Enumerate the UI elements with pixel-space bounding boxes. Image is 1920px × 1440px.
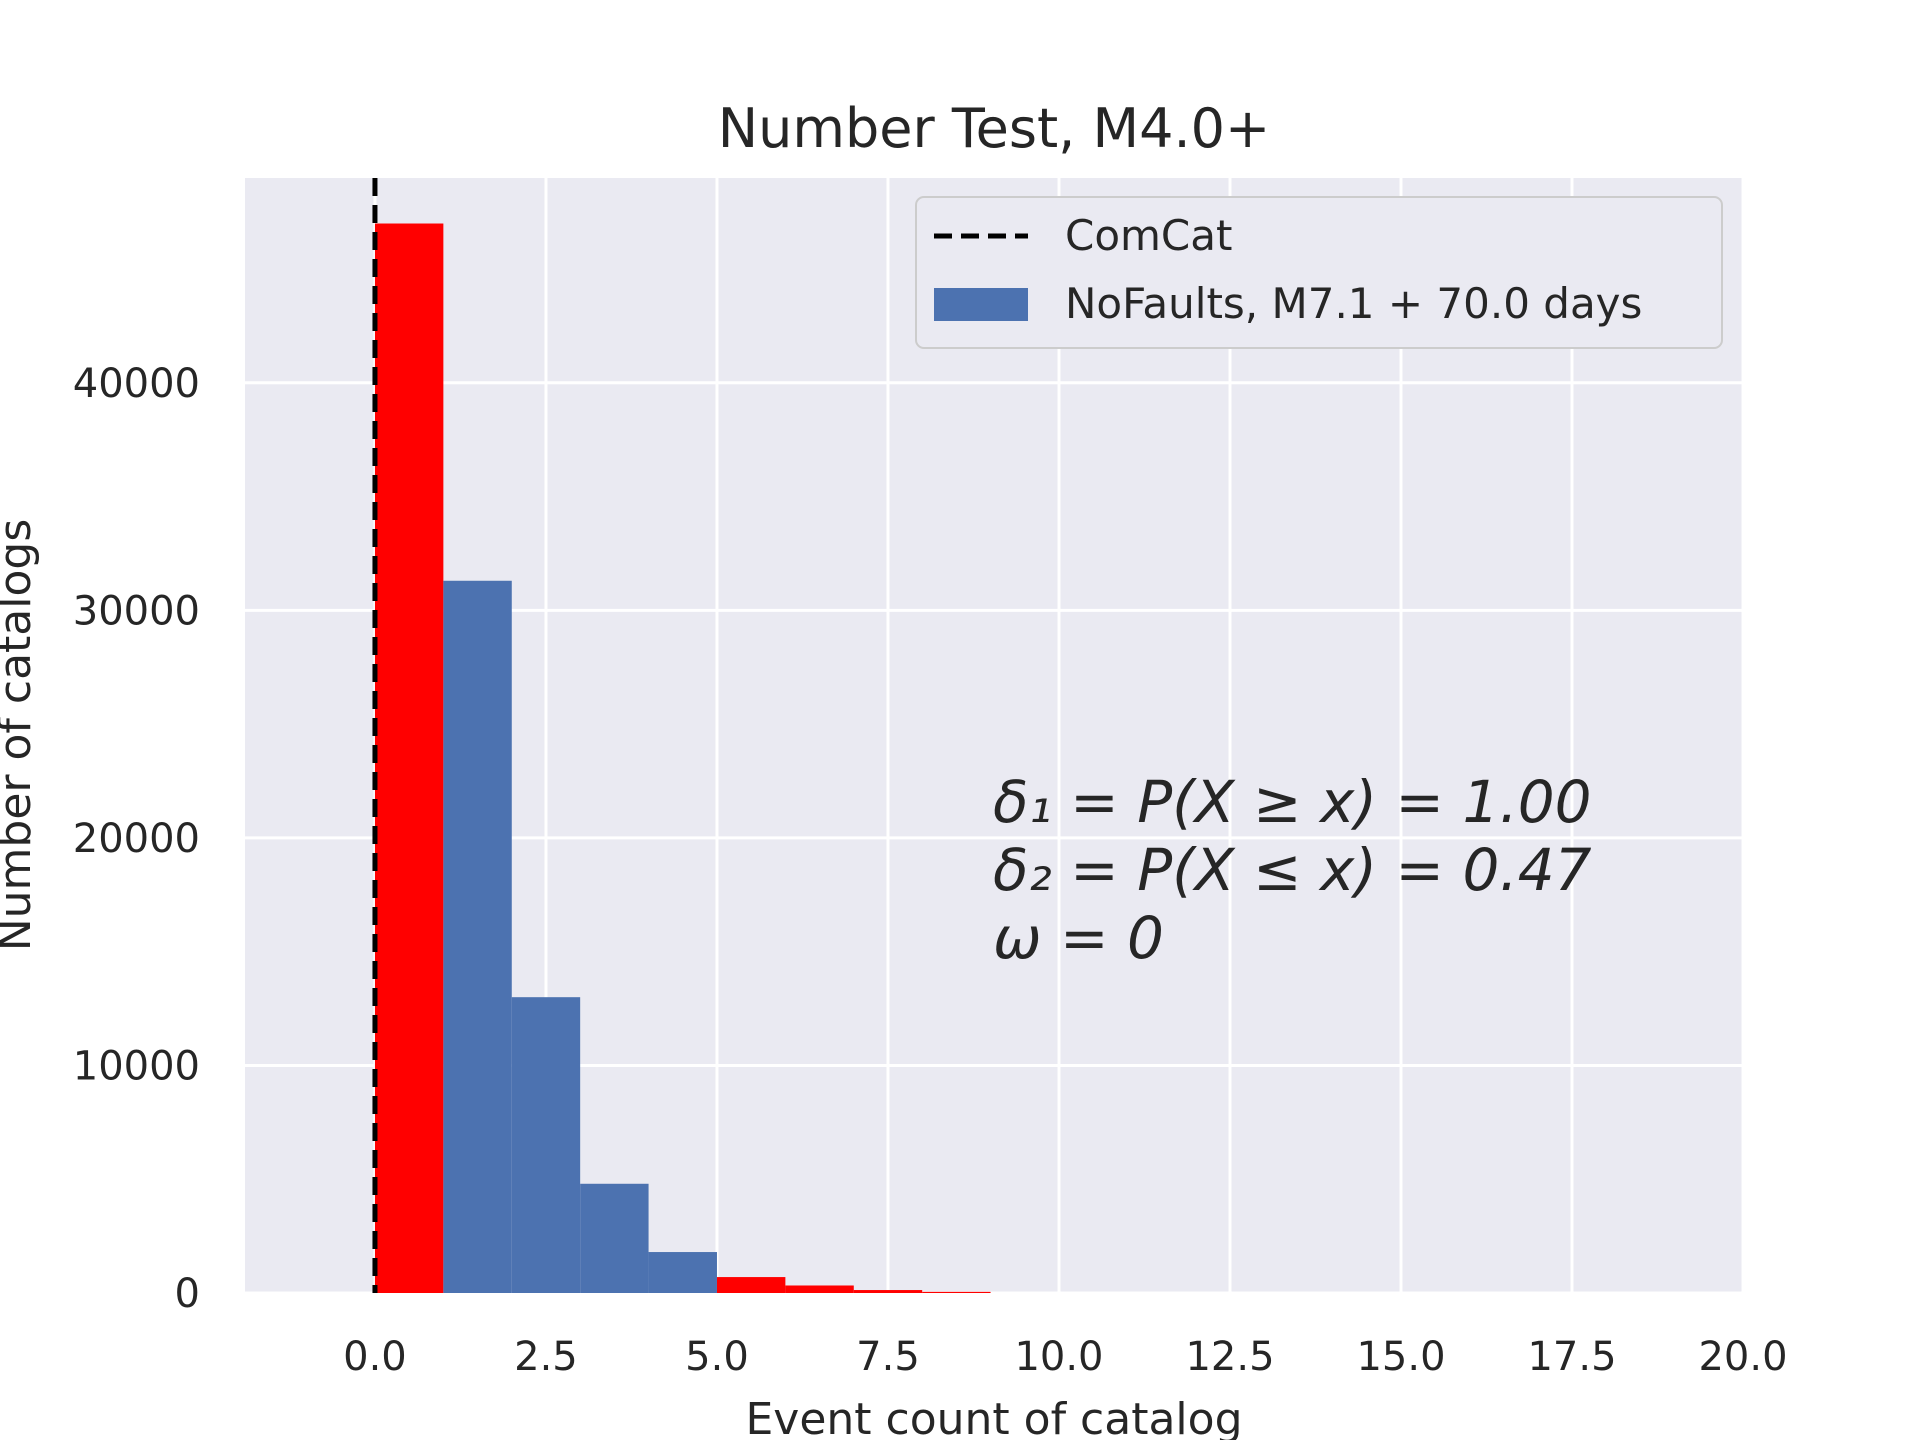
histogram-bar-0 xyxy=(374,223,444,1293)
x-tick-label: 15.0 xyxy=(1356,1334,1445,1380)
x-tick-label: 5.0 xyxy=(685,1334,749,1380)
x-tick-label: 10.0 xyxy=(1014,1334,1103,1380)
delta1-annotation: δ₁ = P(X ≥ x) = 1.00 xyxy=(993,768,1592,836)
y-axis-label: Number of catalogs xyxy=(0,519,41,952)
y-tick-label: 30000 xyxy=(73,588,200,634)
y-tick-label: 10000 xyxy=(73,1043,200,1089)
statistics-annotation: δ₁ = P(X ≥ x) = 1.00 δ₂ = P(X ≤ x) = 0.4… xyxy=(993,768,1592,972)
y-tick-label: 20000 xyxy=(73,816,200,862)
y-tick-labels: 0 10000 20000 30000 40000 xyxy=(73,361,200,1317)
x-tick-label: 2.5 xyxy=(514,1334,578,1380)
x-tick-label: 17.5 xyxy=(1527,1334,1616,1380)
histogram-bar-5 xyxy=(716,1277,786,1293)
legend-series-swatch xyxy=(934,288,1028,321)
legend-box xyxy=(915,196,1723,349)
delta2-annotation: δ₂ = P(X ≤ x) = 0.47 xyxy=(993,836,1592,904)
histogram-bar-1 xyxy=(443,580,512,1293)
grid-lines xyxy=(245,178,1745,1295)
histogram-bar-7 xyxy=(853,1290,923,1293)
histogram-bar-6 xyxy=(785,1285,854,1293)
y-tick-label: 40000 xyxy=(73,361,200,407)
histogram-bar-8 xyxy=(922,1291,991,1293)
legend-comcat-label: ComCat xyxy=(1065,211,1232,260)
chart-title: Number Test, M4.0+ xyxy=(718,97,1270,160)
legend-series-label: NoFaults, M7.1 + 70.0 days xyxy=(1065,279,1642,328)
histogram-bar-4 xyxy=(648,1252,717,1293)
histogram-bars xyxy=(374,223,991,1293)
x-tick-label: 0.0 xyxy=(343,1334,407,1380)
x-tick-label: 20.0 xyxy=(1698,1334,1787,1380)
x-tick-label: 7.5 xyxy=(856,1334,920,1380)
x-tick-label: 12.5 xyxy=(1185,1334,1274,1380)
omega-annotation: ω = 0 xyxy=(993,904,1164,972)
histogram-bar-2 xyxy=(511,997,581,1293)
x-tick-labels: 0.0 2.5 5.0 7.5 10.0 12.5 15.0 17.5 20.0 xyxy=(343,1334,1787,1380)
x-axis-label: Event count of catalog xyxy=(746,1394,1243,1440)
legend: ComCat NoFaults, M7.1 + 70.0 days xyxy=(915,196,1723,349)
histogram-bar-3 xyxy=(580,1183,649,1293)
y-tick-label: 0 xyxy=(175,1271,200,1317)
